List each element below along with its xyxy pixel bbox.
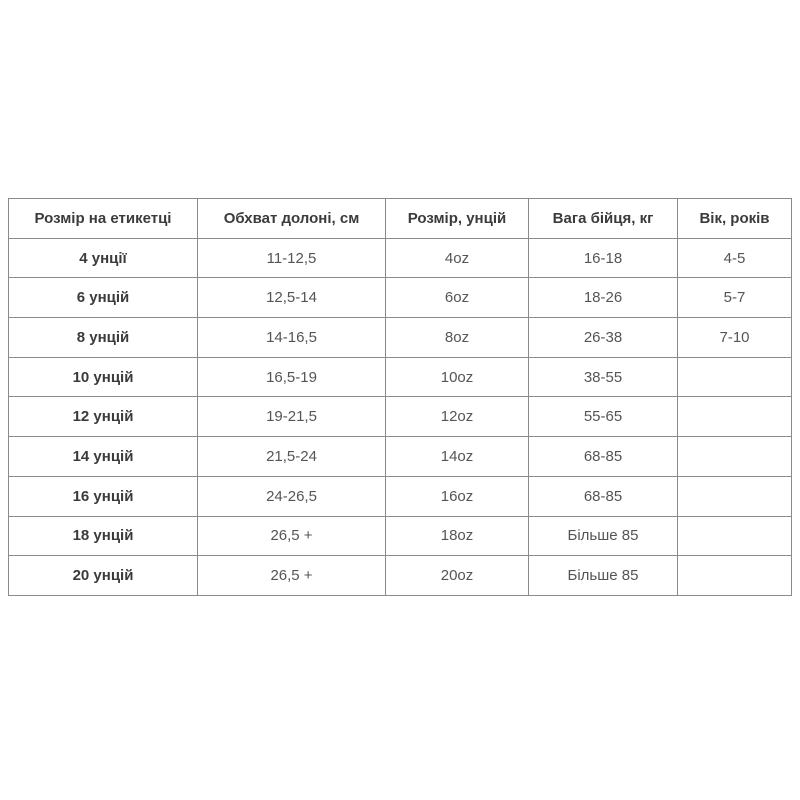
table-cell: 68-85: [529, 476, 678, 516]
table-cell: 10oz: [386, 357, 529, 397]
table-cell: 24-26,5: [198, 476, 386, 516]
table-cell: 26-38: [529, 318, 678, 358]
table-cell: 20oz: [386, 556, 529, 596]
table-cell: 4-5: [678, 238, 792, 278]
table-cell: 6oz: [386, 278, 529, 318]
table-row: 4 унції11-12,54oz16-184-5: [9, 238, 792, 278]
table-cell: [678, 476, 792, 516]
table-cell: 16-18: [529, 238, 678, 278]
table-cell: [678, 516, 792, 556]
table-cell: 18oz: [386, 516, 529, 556]
table-row: 16 унцій24-26,516oz68-85: [9, 476, 792, 516]
table-row: 10 унцій16,5-1910oz38-55: [9, 357, 792, 397]
table-cell: 12 унцій: [9, 397, 198, 437]
page-canvas: Розмір на етикетціОбхват долоні, смРозмі…: [0, 0, 800, 800]
table-cell: 8oz: [386, 318, 529, 358]
table-cell: 18-26: [529, 278, 678, 318]
table-cell: 8 унцій: [9, 318, 198, 358]
table-cell: 55-65: [529, 397, 678, 437]
column-header-1: Розмір на етикетці: [9, 199, 198, 239]
table-cell: 16 унцій: [9, 476, 198, 516]
table-cell: Більше 85: [529, 516, 678, 556]
table-row: 18 унцій26,5 +18ozБільше 85: [9, 516, 792, 556]
table-cell: 21,5-24: [198, 437, 386, 477]
size-table: Розмір на етикетціОбхват долоні, смРозмі…: [8, 198, 792, 596]
size-table-header: Розмір на етикетціОбхват долоні, смРозмі…: [9, 199, 792, 239]
table-cell: 4oz: [386, 238, 529, 278]
size-table-body: 4 унції11-12,54oz16-184-56 унцій12,5-146…: [9, 238, 792, 595]
table-cell: 4 унції: [9, 238, 198, 278]
table-cell: 12,5-14: [198, 278, 386, 318]
table-cell: 14oz: [386, 437, 529, 477]
table-cell: 16,5-19: [198, 357, 386, 397]
header-row: Розмір на етикетціОбхват долоні, смРозмі…: [9, 199, 792, 239]
table-cell: 5-7: [678, 278, 792, 318]
table-cell: 10 унцій: [9, 357, 198, 397]
column-header-2: Обхват долоні, см: [198, 199, 386, 239]
table-cell: 6 унцій: [9, 278, 198, 318]
table-row: 12 унцій19-21,512oz55-65: [9, 397, 792, 437]
column-header-4: Вага бійця, кг: [529, 199, 678, 239]
table-cell: [678, 556, 792, 596]
table-cell: 68-85: [529, 437, 678, 477]
table-row: 14 унцій21,5-2414oz68-85: [9, 437, 792, 477]
table-cell: 26,5 +: [198, 516, 386, 556]
table-cell: 38-55: [529, 357, 678, 397]
table-cell: 16oz: [386, 476, 529, 516]
table-row: 6 унцій12,5-146oz18-265-7: [9, 278, 792, 318]
table-cell: 11-12,5: [198, 238, 386, 278]
table-cell: 26,5 +: [198, 556, 386, 596]
table-cell: [678, 437, 792, 477]
table-cell: 14-16,5: [198, 318, 386, 358]
table-cell: [678, 357, 792, 397]
table-row: 20 унцій26,5 +20ozБільше 85: [9, 556, 792, 596]
column-header-3: Розмір, унцій: [386, 199, 529, 239]
table-cell: 19-21,5: [198, 397, 386, 437]
table-cell: 14 унцій: [9, 437, 198, 477]
table-cell: 7-10: [678, 318, 792, 358]
table-cell: 20 унцій: [9, 556, 198, 596]
table-cell: 18 унцій: [9, 516, 198, 556]
table-row: 8 унцій14-16,58oz26-387-10: [9, 318, 792, 358]
table-cell: Більше 85: [529, 556, 678, 596]
table-cell: 12oz: [386, 397, 529, 437]
table-cell: [678, 397, 792, 437]
column-header-5: Вік, років: [678, 199, 792, 239]
